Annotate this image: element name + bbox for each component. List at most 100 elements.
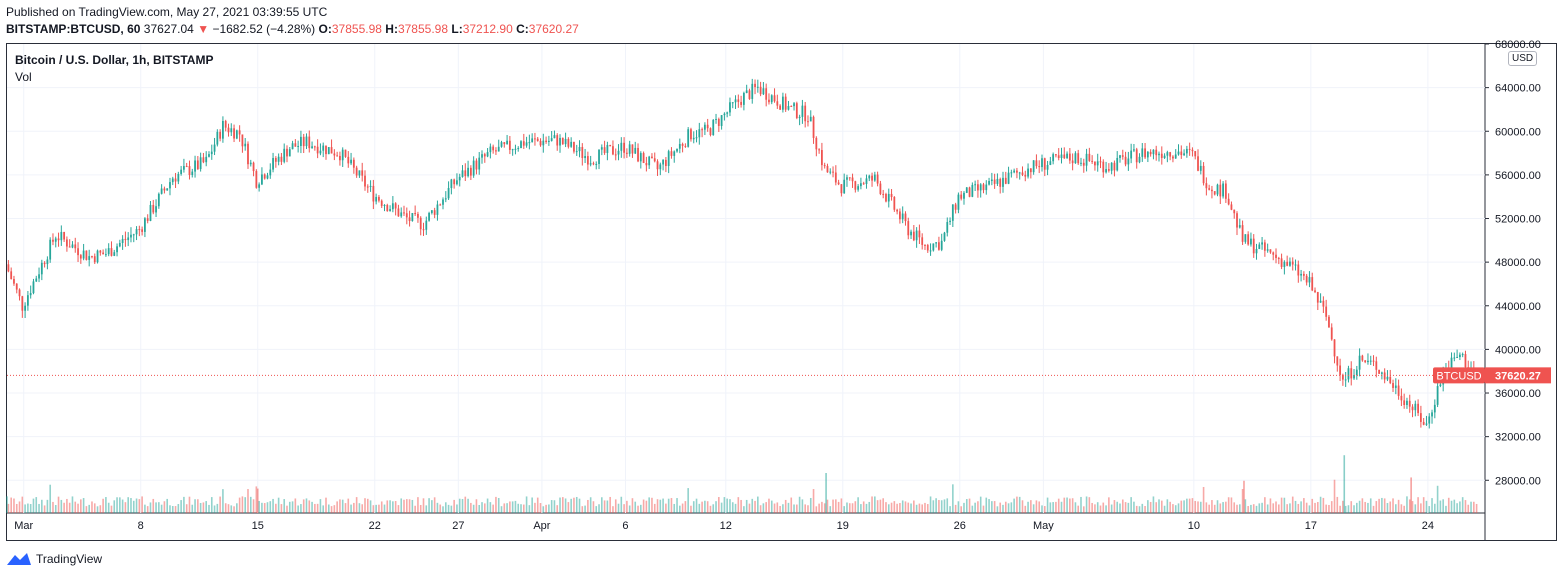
volume-bar — [723, 497, 726, 513]
candle-body — [620, 142, 623, 151]
candle-body — [885, 193, 887, 202]
candle-body — [642, 153, 645, 164]
volume-bar — [361, 504, 364, 513]
candle-body — [1032, 160, 1035, 173]
candle-body — [1185, 148, 1188, 154]
symbol-tag-box — [1433, 367, 1485, 384]
footer-brand[interactable]: TradingView — [6, 549, 102, 569]
candle-body — [1250, 238, 1252, 245]
open-value: 37855.98 — [331, 22, 382, 36]
volume-bar — [835, 499, 837, 513]
candle-body — [216, 131, 219, 145]
volume-bar — [158, 502, 160, 513]
candle-body — [974, 184, 977, 186]
candle-body — [793, 103, 795, 107]
candle-body — [68, 246, 71, 248]
volume-bar — [642, 499, 645, 513]
open-label: O: — [318, 22, 332, 36]
volume-bar — [1278, 504, 1280, 513]
candle-body — [882, 193, 885, 195]
volume-bar — [1417, 497, 1419, 513]
volume-bar — [1010, 502, 1013, 513]
candle-body — [146, 218, 149, 221]
volume-bar — [598, 504, 600, 513]
volume-bar — [436, 502, 439, 513]
volume-bar — [1124, 502, 1127, 513]
candle-body — [818, 149, 821, 151]
candle-body — [846, 177, 848, 180]
candle-body — [1052, 154, 1055, 162]
candle-body — [921, 237, 924, 245]
candle-body — [1163, 155, 1166, 158]
volume-bar — [1439, 500, 1442, 513]
volume-bar — [1211, 500, 1213, 513]
volume-bar — [174, 506, 177, 513]
candle-body — [163, 188, 166, 191]
volume-bar — [1049, 502, 1052, 513]
candle-body — [1149, 151, 1152, 155]
volume-bar — [860, 504, 862, 513]
chart-frame[interactable] — [6, 43, 1557, 541]
volume-bar — [135, 498, 138, 513]
volume-bar — [358, 503, 361, 513]
candle-body — [194, 160, 196, 172]
candle-body — [1066, 153, 1068, 159]
volume-bar — [628, 505, 631, 513]
volume-bar — [21, 496, 24, 513]
volume-bar — [244, 497, 247, 513]
candle-body — [208, 154, 210, 157]
volume-bar — [684, 501, 687, 513]
volume-bar — [1057, 498, 1060, 513]
volume-bar — [843, 506, 845, 513]
volume-bar — [24, 504, 26, 513]
candle-body — [288, 149, 291, 157]
candle-body — [823, 165, 826, 167]
volume-bar — [823, 503, 826, 513]
candle-body — [1130, 150, 1133, 159]
volume-bar — [450, 505, 453, 513]
volume-bar — [840, 498, 843, 513]
candle-body — [1314, 290, 1316, 293]
volume-bar — [745, 499, 748, 513]
volume-bar — [751, 498, 754, 513]
volume-bar — [185, 504, 188, 513]
volume-bar — [1291, 496, 1294, 513]
volume-bar — [46, 499, 49, 513]
volume-bar — [957, 501, 960, 513]
candle-body — [205, 156, 208, 163]
candle-body — [333, 153, 336, 156]
volume-bar — [692, 501, 695, 513]
volume-bar — [1397, 499, 1400, 513]
volume-bar — [77, 503, 79, 513]
candle-body — [1133, 149, 1135, 151]
volume-bar — [1133, 501, 1135, 513]
candle-body — [1172, 156, 1174, 159]
volume-bar — [1174, 505, 1177, 513]
volume-bar — [495, 496, 497, 513]
candle-body — [1277, 257, 1280, 259]
volume-bar — [375, 504, 377, 513]
volume-bar — [740, 499, 742, 513]
volume-bar — [1205, 502, 1208, 513]
candle-body — [712, 119, 715, 136]
candle-body — [1213, 191, 1216, 195]
candle-body — [210, 151, 213, 155]
candle-body — [141, 229, 144, 232]
candle-body — [600, 147, 603, 150]
candle-body — [837, 182, 840, 185]
currency-button[interactable]: USD — [1508, 51, 1538, 66]
volume-bar — [1289, 503, 1291, 513]
candle-body — [723, 113, 726, 116]
volume-bar — [447, 504, 450, 513]
volume-bar — [1464, 500, 1467, 513]
volume-bar — [347, 498, 350, 513]
candle-body — [1280, 258, 1283, 267]
candle-body — [495, 150, 497, 152]
candle-body — [982, 184, 985, 191]
volume-bar — [1069, 498, 1071, 513]
candle-body — [1138, 156, 1141, 163]
volume-bar — [743, 506, 745, 513]
volume-bar — [737, 497, 740, 513]
candle-body — [606, 145, 609, 153]
